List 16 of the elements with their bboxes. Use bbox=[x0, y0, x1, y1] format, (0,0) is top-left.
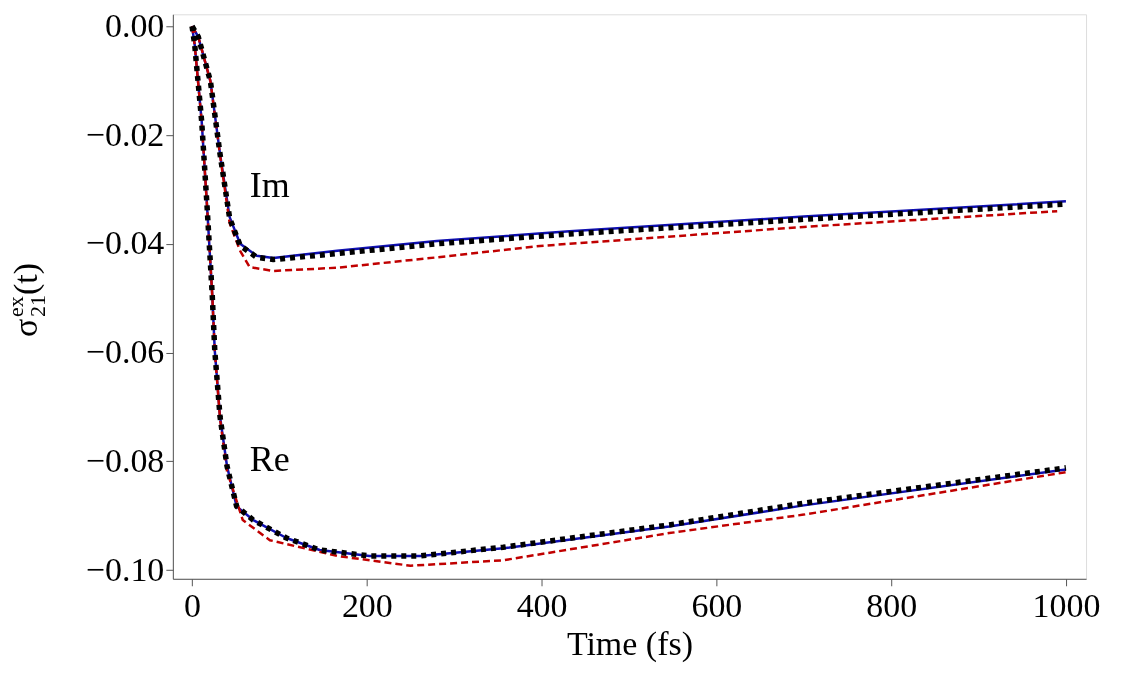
y-axis-title: σex21(t) bbox=[2, 262, 50, 337]
y-tick-label: −0.04 bbox=[85, 224, 165, 262]
y-tick-label: 0.00 bbox=[104, 6, 165, 44]
x-tick-label: 0 bbox=[184, 587, 202, 625]
x-tick-label: 200 bbox=[341, 587, 393, 625]
y-tick-label: −0.06 bbox=[85, 333, 165, 371]
x-tick-label: 1000 bbox=[1032, 587, 1101, 625]
y-tick-label: −0.02 bbox=[85, 115, 165, 153]
y-tick-label: −0.10 bbox=[85, 550, 165, 588]
annotation: Im bbox=[249, 165, 290, 206]
annotation: Re bbox=[249, 438, 290, 479]
x-tick-label: 400 bbox=[516, 587, 568, 625]
x-tick-label: 600 bbox=[691, 587, 743, 625]
x-tick-label: 800 bbox=[866, 587, 918, 625]
y-tick-label: −0.08 bbox=[85, 441, 165, 479]
x-axis-title: Time (fs) bbox=[566, 625, 693, 664]
